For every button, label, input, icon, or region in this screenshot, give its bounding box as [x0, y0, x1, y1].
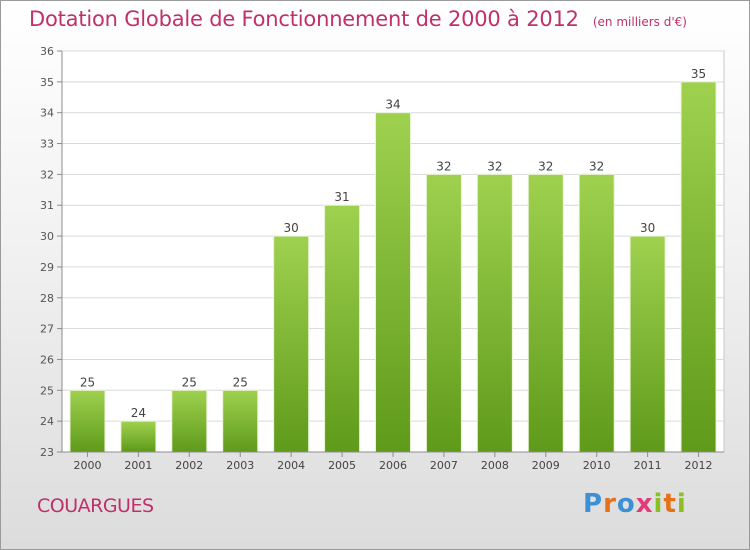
logo-letter: i	[653, 489, 664, 519]
title-row: Dotation Globale de Fonctionnement de 20…	[29, 7, 687, 31]
bar-2000	[69, 389, 106, 453]
bar-2007	[425, 173, 462, 453]
x-tick-label: 2004	[277, 459, 305, 472]
y-tick-label: 27	[40, 323, 54, 336]
logo-letter: r	[603, 489, 617, 519]
y-tick-label: 25	[40, 384, 54, 397]
x-axis: 2000 2001 2002 2003 2004 2005 2006 2007 2008 2009…	[62, 451, 724, 472]
y-tick-label: 36	[40, 45, 54, 58]
x-tick-label: 2008	[481, 459, 509, 472]
y-tick-label: 34	[40, 107, 54, 120]
y-tick-label: 23	[40, 446, 54, 459]
bar-value-label: 32	[538, 159, 553, 173]
y-tick-label: 29	[40, 261, 54, 274]
x-tick-label: 2011	[634, 459, 662, 472]
proxiti-logo: Proxiti	[583, 489, 687, 519]
bar-2001	[120, 420, 157, 453]
logo-letter: t	[663, 489, 677, 519]
x-tick-label: 2007	[430, 459, 458, 472]
logo-letter: o	[616, 489, 636, 519]
bar-2005	[324, 204, 361, 453]
y-tick-label: 30	[40, 230, 54, 243]
y-tick-label: 24	[40, 415, 54, 428]
logo-letter: x	[635, 489, 654, 519]
x-tick-label: 2010	[583, 459, 611, 472]
y-tick-label: 33	[40, 138, 54, 151]
bar-2003	[222, 389, 259, 453]
bar-2011	[629, 235, 666, 453]
bar-value-label: 34	[385, 98, 400, 112]
bar-2004	[273, 235, 310, 453]
x-tick-label: 2006	[379, 459, 407, 472]
bars: 25 24 25 25 30 31 34 32 32 32 32 30 35	[69, 67, 717, 453]
bar-2010	[578, 173, 615, 453]
bar-value-label: 35	[691, 67, 706, 81]
x-tick-label: 2012	[685, 459, 713, 472]
logo-letter: i	[676, 489, 687, 519]
bar-value-label: 31	[334, 190, 349, 204]
commune-name: COUARGUES	[37, 495, 154, 517]
y-tick-label: 28	[40, 292, 54, 305]
bar-value-label: 30	[284, 221, 299, 235]
bar-value-label: 24	[131, 406, 146, 420]
x-tick-label: 2005	[328, 459, 356, 472]
x-tick-label: 2000	[73, 459, 101, 472]
x-tick-label: 2002	[175, 459, 203, 472]
y-tick-label: 26	[40, 353, 54, 366]
chart-unit-note: (en milliers d'€)	[592, 15, 687, 29]
bar-value-label: 25	[233, 375, 248, 389]
y-tick-label: 31	[40, 199, 54, 212]
bar-2012	[680, 81, 717, 453]
chart-title: Dotation Globale de Fonctionnement de 20…	[29, 7, 579, 31]
bar-2006	[375, 112, 411, 453]
x-tick-label: 2009	[532, 459, 560, 472]
bar-value-label: 25	[182, 375, 197, 389]
bar-value-label: 32	[487, 159, 502, 173]
x-tick-label: 2001	[124, 459, 152, 472]
bar-value-label: 25	[80, 375, 95, 389]
bar-2002	[171, 389, 208, 453]
x-tick-label: 2003	[226, 459, 254, 472]
logo-letter: P	[583, 489, 604, 519]
bar-value-label: 32	[589, 159, 604, 173]
bar-value-label: 30	[640, 221, 655, 235]
y-tick-label: 32	[40, 168, 54, 181]
bar-value-label: 32	[436, 159, 451, 173]
y-axis: 23 24 25 26 27 28 29 30 31 32 33 34 35 36	[40, 45, 63, 459]
bar-2008	[476, 173, 513, 453]
y-tick-label: 35	[40, 76, 54, 89]
bar-2009	[527, 173, 564, 453]
